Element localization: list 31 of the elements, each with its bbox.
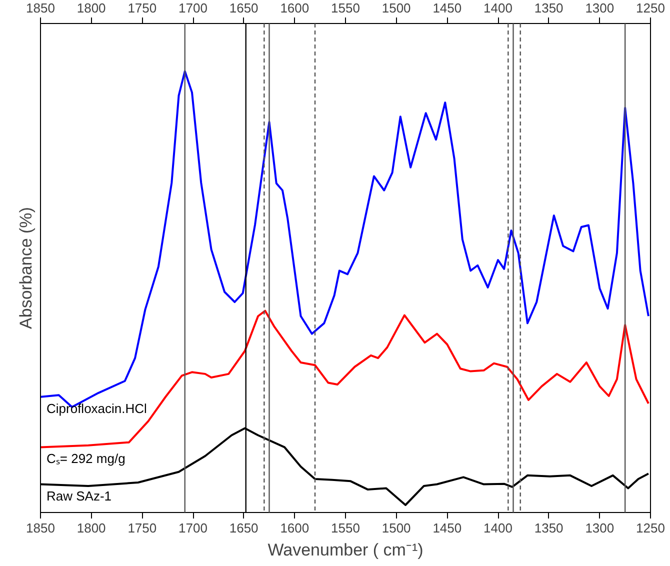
x-tick-label: 1800: [76, 0, 106, 16]
x-tick-label: 1500: [382, 0, 411, 16]
x-tick-label: 1400: [484, 0, 512, 16]
x-tick-label: 1850: [26, 0, 55, 16]
x2-tick-label: 1250: [636, 520, 665, 536]
series-label: Raw SAz-1: [46, 488, 112, 504]
x-tick-label: 1600: [280, 0, 310, 16]
x2-tick-label: 1350: [534, 520, 564, 536]
x2-tick-label: 1550: [331, 520, 360, 536]
x2-tick-label: 1800: [76, 520, 106, 536]
x-tick-label: 1750: [128, 0, 157, 16]
y-axis-title: Absorbance (%): [16, 207, 36, 329]
x2-tick-label: 1400: [484, 520, 512, 536]
x2-tick-label: 1850: [26, 520, 55, 536]
x-tick-label: 1650: [229, 0, 258, 16]
x2-tick-label: 1500: [382, 520, 411, 536]
x2-tick-label: 1750: [128, 520, 157, 536]
x2-tick-label: 1450: [432, 520, 462, 536]
x2-tick-label: 1300: [585, 520, 614, 536]
x2-tick-label: 1600: [280, 520, 310, 536]
x2-tick-label: 1700: [178, 520, 208, 536]
x-tick-label: 1700: [178, 0, 208, 16]
x-tick-label: 1250: [636, 0, 665, 16]
series-label: Cₛ= 292 mg/g: [46, 451, 126, 466]
x-tick-label: 1550: [331, 0, 360, 16]
x-tick-label: 1450: [432, 0, 462, 16]
x-tick-label: 1300: [585, 0, 614, 16]
series-label: Ciprofloxacin.HCl: [46, 400, 148, 416]
x-axis-title: Wavenumber ( cm⁻¹): [268, 540, 424, 560]
x-tick-label: 1350: [534, 0, 564, 16]
x2-tick-label: 1650: [229, 520, 258, 536]
